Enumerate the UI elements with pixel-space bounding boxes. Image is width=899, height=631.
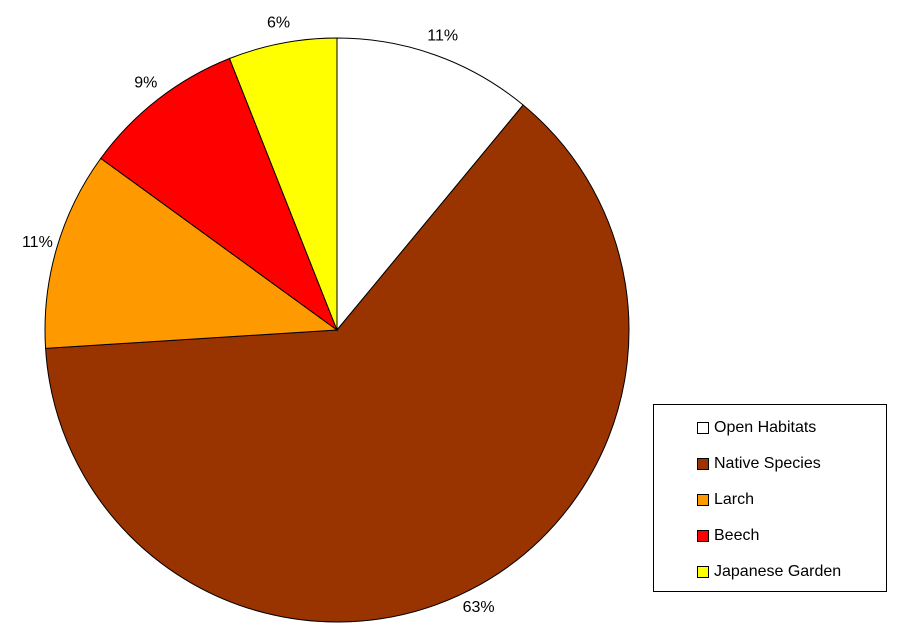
pie-label-native-species: 63% (463, 599, 495, 616)
legend-item-japanese-garden: Japanese Garden (654, 554, 886, 590)
pie-slice-open-habitats (336, 37, 524, 332)
legend-swatch (697, 494, 709, 506)
pie-label-beech: 9% (134, 75, 157, 92)
legend-label: Native Species (714, 455, 821, 472)
legend-item-open-habitats: Open Habitats (654, 410, 886, 446)
legend-swatch (697, 530, 709, 542)
legend-item-beech: Beech (654, 518, 886, 554)
pie-slice-larch (44, 157, 339, 349)
pie-slices (44, 37, 630, 623)
pie-label-open-habitats: 11% (427, 28, 458, 45)
pie-slice-native-species (45, 104, 630, 623)
pie-slice-beech (100, 57, 339, 332)
legend: Open Habitats Native Species Larch Beech Jap… (653, 404, 887, 592)
legend-label: Beech (714, 527, 760, 544)
legend-label: Japanese Garden (714, 563, 842, 580)
legend-item-larch: Larch (654, 482, 886, 518)
pie-labels: 11% 63% 11% 9% 6% (22, 15, 495, 616)
pie-label-larch: 11% (22, 234, 53, 251)
legend-label: Larch (714, 491, 755, 508)
legend-swatch (697, 458, 709, 470)
pie-slice-japanese-garden (228, 37, 338, 331)
pie-label-japanese-garden: 6% (267, 15, 290, 32)
legend-label: Open Habitats (714, 419, 817, 436)
legend-swatch (697, 422, 709, 434)
legend-swatch (697, 566, 709, 578)
legend-item-native-species: Native Species (654, 446, 886, 482)
